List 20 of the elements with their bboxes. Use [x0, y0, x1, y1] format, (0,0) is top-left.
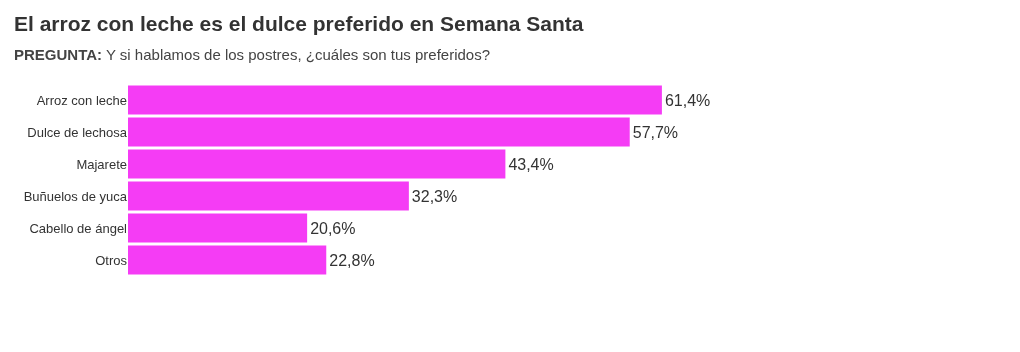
- bar: [128, 245, 327, 275]
- y-tick-label: Dulce de lechosa: [27, 124, 128, 140]
- y-tick-label: Cabello de ángel: [29, 220, 128, 236]
- bar: [128, 181, 409, 211]
- bar: [128, 85, 662, 115]
- chart-subtitle: PREGUNTA: Y si hablamos de los postres, ¿cuáles son tus preferidos?: [14, 46, 491, 63]
- data-label: 43,4%: [508, 155, 554, 173]
- data-label: 22,8%: [329, 251, 375, 269]
- bar: [128, 149, 506, 179]
- data-label: 57,7%: [632, 123, 679, 141]
- chart-title: El arroz con leche es el dulce preferido en Semana Santa: [14, 12, 584, 36]
- y-tick-label: Majarete: [76, 156, 127, 172]
- bar: [128, 213, 308, 243]
- data-label: 61,4%: [664, 91, 711, 109]
- y-tick-label: Arroz con leche: [36, 92, 127, 108]
- y-tick-label: Otros: [95, 252, 128, 268]
- bar: [128, 117, 630, 147]
- y-tick-label: Buñuelos de yuca: [23, 188, 128, 204]
- data-label: 20,6%: [310, 219, 356, 237]
- data-label: 32,3%: [411, 187, 458, 205]
